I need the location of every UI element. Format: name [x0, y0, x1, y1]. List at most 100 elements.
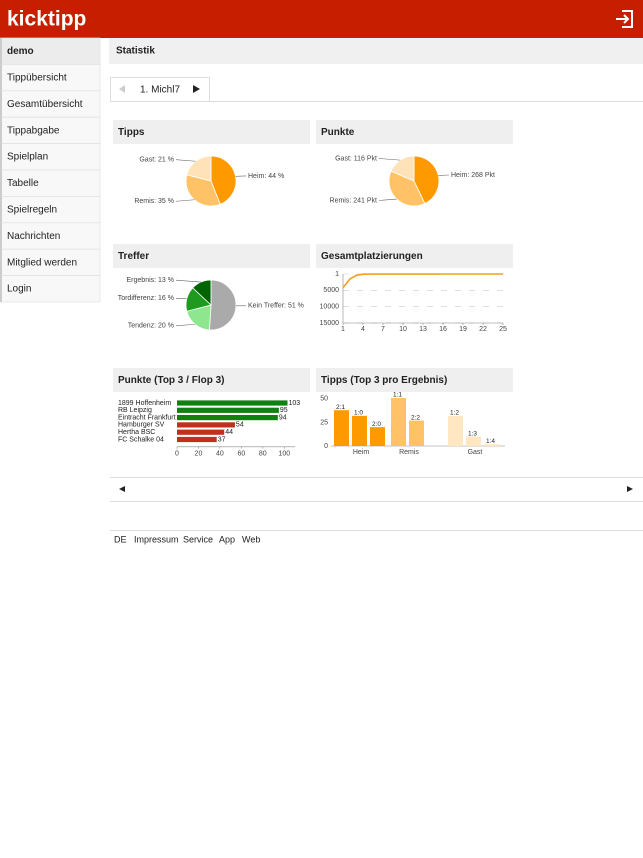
panel-header [113, 244, 310, 268]
logout-icon[interactable] [616, 10, 633, 28]
bar [409, 420, 424, 446]
pie-slice [210, 155, 237, 205]
nav-label[interactable]: Spielplan [7, 152, 48, 163]
pie-label: Gast: 21 % [139, 157, 174, 164]
bar [484, 444, 499, 446]
leader-line [378, 198, 397, 201]
pie-label: Remis: 241 Pkt [330, 197, 378, 204]
nav-label[interactable]: Nachrichten [7, 231, 60, 242]
x-tick-label: 20 [195, 451, 203, 458]
panel-header [316, 120, 513, 144]
bar [177, 422, 235, 428]
bar-category: RB Leipzig [118, 407, 152, 414]
x-tick-label: 25 [499, 326, 507, 333]
bar [466, 436, 481, 446]
footer-link[interactable]: Impressum [134, 534, 179, 544]
footer-link[interactable]: App [219, 534, 235, 544]
page-title: Statistik [116, 46, 155, 57]
prev-arrow[interactable] [119, 486, 125, 492]
nav-edge [0, 117, 2, 144]
y-tick-label: 15000 [320, 320, 340, 327]
bar-label: 2:0 [372, 421, 381, 428]
bar [177, 429, 225, 435]
nav-item[interactable] [0, 143, 101, 171]
bar-value: 94 [279, 414, 287, 421]
bar [177, 436, 217, 443]
nav-item[interactable] [0, 37, 101, 65]
pie-slice [413, 155, 440, 205]
nav-item[interactable] [0, 64, 101, 92]
tab-prev[interactable] [119, 85, 125, 93]
bar [177, 407, 279, 413]
y-tick-label: 5000 [323, 287, 339, 294]
header [0, 0, 643, 38]
bar-category: FC Schalke 04 [118, 436, 164, 443]
nav-item[interactable] [0, 196, 101, 224]
nav-item[interactable] [0, 90, 101, 118]
leader-line [175, 199, 195, 202]
nav-label[interactable]: Spielregeln [7, 205, 57, 216]
nav-item[interactable] [0, 116, 101, 144]
panel-header [113, 368, 310, 392]
x-tick-label: 80 [259, 451, 267, 458]
bar-category: 1899 Hoffenheim [118, 400, 171, 407]
nav-edge [0, 90, 2, 118]
nav-label[interactable]: Gesamtübersicht [7, 99, 83, 110]
footer-link[interactable]: DE [114, 534, 127, 544]
bar-label: 1:2 [450, 410, 459, 417]
bar [448, 415, 463, 446]
bar-value: 95 [280, 407, 288, 414]
pie-slice [192, 279, 212, 306]
x-tick-label: 0 [175, 451, 179, 458]
bar-label: 2:1 [336, 404, 345, 411]
y-tick-label: 25 [320, 419, 328, 426]
bar [370, 427, 385, 446]
pie-label: Tordifferenz: 16 % [118, 295, 174, 302]
y-tick-label: 1 [335, 271, 339, 278]
x-tick-label: 1 [341, 326, 345, 333]
x-tick-label: 100 [278, 451, 290, 458]
nav-label[interactable]: Mitglied werden [7, 257, 77, 268]
bar-category: Eintracht Frankfurt [118, 414, 176, 421]
panel-title: Punkte (Top 3 / Flop 3) [118, 375, 224, 386]
nav-label[interactable]: Tippabgabe [7, 125, 60, 136]
x-tick-label: 60 [237, 451, 245, 458]
panel-title: Tipps [118, 127, 145, 138]
bar [391, 397, 406, 446]
x-tick-label: Remis [399, 449, 419, 456]
tab-next[interactable] [193, 85, 200, 93]
panel-title: Treffer [118, 251, 149, 262]
nav-edge [0, 275, 2, 302]
nav-edge [0, 249, 2, 276]
leader-line [175, 323, 196, 327]
bar-label: 1:0 [354, 410, 363, 417]
logo[interactable]: kicktipp [7, 8, 86, 31]
pie-slice [185, 174, 221, 207]
x-tick-label: Heim [353, 449, 370, 456]
nav-edge [0, 170, 2, 197]
tab-label[interactable]: 1. Michl7 [140, 85, 180, 96]
leader-line [175, 159, 196, 162]
nav-item[interactable] [0, 248, 101, 276]
panel-title: Tipps (Top 3 pro Ergebnis) [321, 375, 447, 386]
panel-title: Punkte [321, 127, 355, 138]
bar-value: 54 [236, 422, 244, 429]
footer-link[interactable]: Service [183, 534, 213, 544]
x-tick-label: Gast [468, 449, 483, 456]
nav-item[interactable] [0, 169, 101, 197]
footer-link[interactable]: Web [242, 534, 260, 544]
pie-slice [388, 170, 426, 207]
x-tick-label: 4 [361, 326, 365, 333]
nav-label[interactable]: Login [7, 284, 31, 295]
page-title-bar [109, 38, 643, 64]
nav-label[interactable]: Tippübersicht [7, 73, 67, 84]
panel-header [113, 120, 310, 144]
nav-item[interactable] [0, 275, 101, 303]
next-arrow[interactable] [627, 486, 633, 492]
bar [352, 415, 367, 446]
nav-label[interactable]: demo [7, 46, 34, 57]
x-tick-label: 22 [479, 326, 487, 333]
nav-label[interactable]: Tabelle [7, 178, 39, 189]
x-tick-label: 16 [439, 326, 447, 333]
